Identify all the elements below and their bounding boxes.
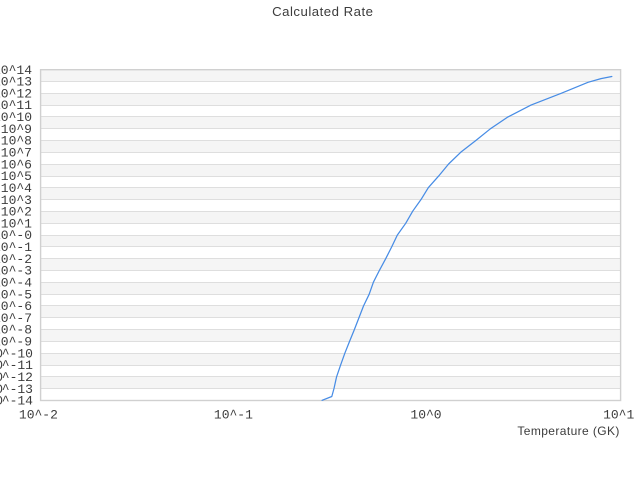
svg-text:10^-8: 10^-8 <box>0 323 32 338</box>
svg-text:10^9: 10^9 <box>1 122 32 137</box>
svg-text:^-12: ^-12 <box>2 370 33 385</box>
svg-text:0: 0 <box>0 358 3 373</box>
svg-text:^-13: ^-13 <box>2 382 33 397</box>
svg-text:Calculated Rate: Calculated Rate <box>272 4 373 19</box>
svg-text:Temperature (GK): Temperature (GK) <box>517 424 619 438</box>
svg-text:10^5: 10^5 <box>1 169 32 184</box>
svg-text:0: 0 <box>0 346 3 361</box>
svg-text:10^0: 10^0 <box>410 408 441 423</box>
svg-text:10^13: 10^13 <box>0 75 32 90</box>
svg-text:10^-2: 10^-2 <box>19 408 58 423</box>
svg-text:10^-5: 10^-5 <box>0 287 32 302</box>
svg-text:10^-3: 10^-3 <box>0 264 32 279</box>
svg-text:10^-4: 10^-4 <box>0 275 32 290</box>
svg-text:10^-9: 10^-9 <box>0 335 32 350</box>
svg-text:10^1: 10^1 <box>603 408 634 423</box>
svg-text:10^-2: 10^-2 <box>0 252 32 267</box>
svg-text:10^-1: 10^-1 <box>0 240 32 255</box>
svg-text:10^3: 10^3 <box>1 193 32 208</box>
svg-text:10^-0: 10^-0 <box>0 228 32 243</box>
svg-text:10^4: 10^4 <box>1 181 32 196</box>
svg-text:^-11: ^-11 <box>2 358 33 373</box>
svg-text:0: 0 <box>0 370 3 385</box>
svg-text:10^1: 10^1 <box>1 216 32 231</box>
svg-text:^-14: ^-14 <box>2 394 33 409</box>
svg-text:10^6: 10^6 <box>1 157 32 172</box>
svg-text:10^-7: 10^-7 <box>0 311 32 326</box>
svg-text:10^-6: 10^-6 <box>0 299 32 314</box>
svg-text:0: 0 <box>0 382 3 397</box>
svg-text:10^10: 10^10 <box>0 110 32 125</box>
svg-text:10^14: 10^14 <box>0 63 32 78</box>
svg-text:10^12: 10^12 <box>0 86 32 101</box>
svg-text:0: 0 <box>0 394 3 409</box>
svg-text:10^2: 10^2 <box>1 205 32 220</box>
svg-text:10^7: 10^7 <box>1 146 32 161</box>
svg-text:10^-1: 10^-1 <box>214 408 253 423</box>
svg-text:10^8: 10^8 <box>1 134 32 149</box>
svg-text:10^11: 10^11 <box>0 98 32 113</box>
svg-text:^-10: ^-10 <box>2 346 33 361</box>
